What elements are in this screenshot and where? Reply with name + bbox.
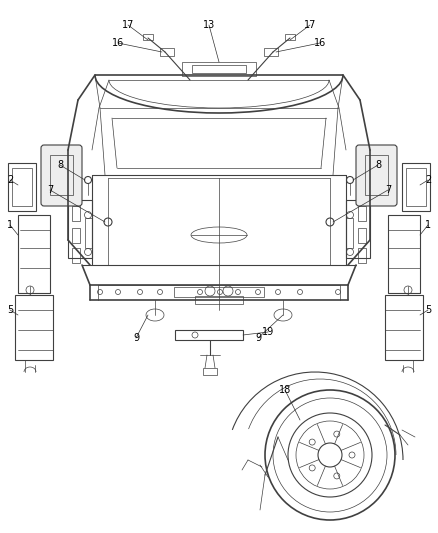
Bar xyxy=(402,163,430,211)
Bar xyxy=(365,155,388,195)
Bar xyxy=(346,218,353,248)
Text: 2: 2 xyxy=(7,175,13,185)
Text: 7: 7 xyxy=(47,185,53,195)
Bar xyxy=(192,65,246,73)
Bar xyxy=(358,248,366,263)
Text: 13: 13 xyxy=(203,20,215,30)
Bar xyxy=(388,215,420,293)
Bar xyxy=(203,368,217,375)
Text: 2: 2 xyxy=(425,175,431,185)
Text: 16: 16 xyxy=(112,38,124,48)
FancyBboxPatch shape xyxy=(356,145,397,206)
Bar xyxy=(174,287,264,297)
Bar xyxy=(12,168,32,206)
Text: 5: 5 xyxy=(425,305,431,315)
Text: 9: 9 xyxy=(133,333,139,343)
Bar xyxy=(143,34,153,40)
Bar xyxy=(85,218,92,248)
Bar xyxy=(358,228,366,243)
Bar xyxy=(195,296,243,304)
Text: 17: 17 xyxy=(304,20,316,30)
Bar xyxy=(385,295,423,360)
Bar xyxy=(160,48,174,56)
Bar xyxy=(264,48,278,56)
Text: 18: 18 xyxy=(279,385,291,395)
Bar xyxy=(72,248,80,263)
Text: 16: 16 xyxy=(314,38,326,48)
Text: 1: 1 xyxy=(7,220,13,230)
Bar xyxy=(175,330,243,340)
Bar xyxy=(182,62,256,76)
Bar xyxy=(358,206,366,221)
Bar xyxy=(50,155,73,195)
Bar xyxy=(15,295,53,360)
Text: 1: 1 xyxy=(425,220,431,230)
Bar xyxy=(406,168,426,206)
Text: 7: 7 xyxy=(385,185,391,195)
Bar xyxy=(72,228,80,243)
Bar xyxy=(346,200,370,258)
Text: 19: 19 xyxy=(262,327,274,337)
Bar xyxy=(68,200,92,258)
Bar xyxy=(8,163,36,211)
Text: 17: 17 xyxy=(122,20,134,30)
Text: 8: 8 xyxy=(57,160,63,170)
Bar xyxy=(72,206,80,221)
Bar xyxy=(285,34,295,40)
Text: 5: 5 xyxy=(7,305,13,315)
FancyBboxPatch shape xyxy=(41,145,82,206)
Text: 9: 9 xyxy=(255,333,261,343)
Bar xyxy=(18,215,50,293)
Text: 8: 8 xyxy=(375,160,381,170)
